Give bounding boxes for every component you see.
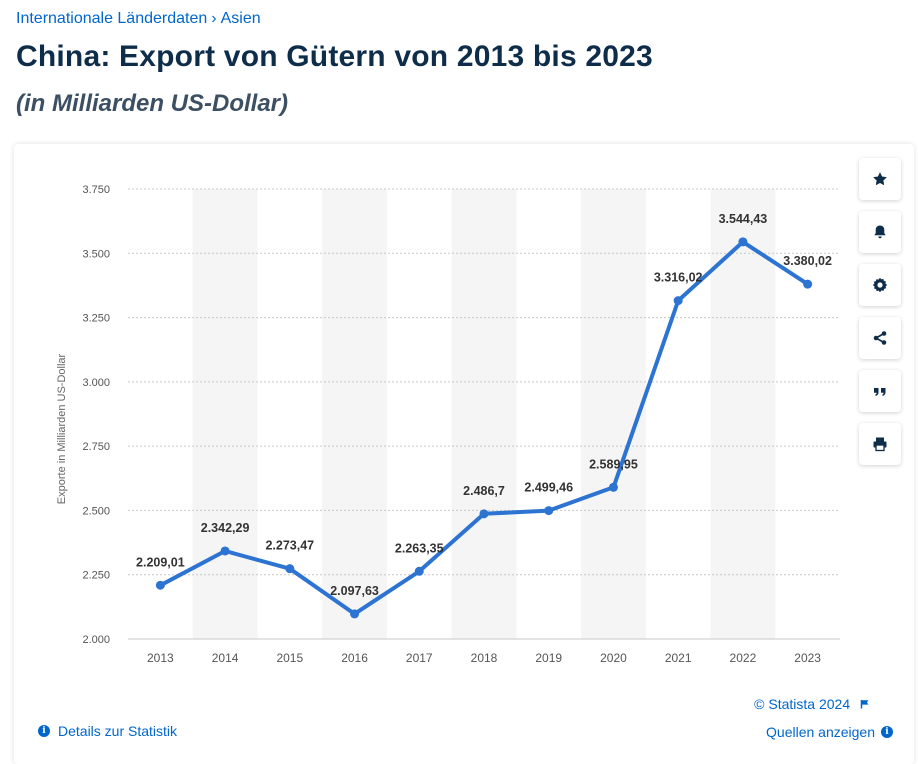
share-button[interactable]	[859, 317, 901, 359]
column-band	[581, 189, 646, 639]
data-label: 2.273,47	[265, 539, 314, 553]
x-tick-label: 2023	[794, 651, 821, 665]
y-tick-label: 3.000	[82, 377, 110, 389]
data-point[interactable]	[608, 482, 618, 492]
data-point[interactable]	[155, 580, 165, 590]
gear-icon	[872, 277, 888, 293]
x-tick-label: 2015	[276, 651, 303, 665]
bell-icon	[874, 225, 886, 239]
info-icon: i	[881, 726, 893, 738]
star-icon	[873, 172, 887, 186]
y-tick-label: 2.750	[82, 441, 110, 453]
details-link[interactable]: i Details zur Statistik	[38, 723, 177, 739]
print-button[interactable]	[859, 423, 901, 465]
copyright-text: © Statista 2024	[754, 696, 851, 712]
data-labels: 2.209,01 2.342,29 2.273,47 2.097,63 2.263,35…	[136, 212, 832, 598]
print-icon	[873, 437, 887, 452]
data-point[interactable]	[350, 609, 360, 619]
data-label: 3.380,02	[783, 254, 832, 268]
breadcrumb-link-countries[interactable]: Internationale Länderdaten	[16, 10, 208, 27]
copyright-link[interactable]: © Statista 2024	[754, 696, 870, 712]
page-title: China: Export von Gütern von 2013 bis 20…	[16, 40, 653, 73]
favorite-button[interactable]	[859, 158, 901, 200]
column-band	[451, 189, 517, 639]
x-tick-label: 2014	[212, 651, 239, 665]
x-tick-label: 2016	[341, 651, 368, 665]
data-point[interactable]	[738, 237, 748, 247]
notification-button[interactable]	[859, 211, 901, 253]
x-axis-ticks: 2013 2014 2015 2016 2017 2018 2019 2020 2021 2022…	[147, 651, 821, 665]
x-tick-label: 2019	[535, 651, 562, 665]
data-point[interactable]	[414, 566, 424, 576]
data-point[interactable]	[673, 296, 683, 306]
flag-icon	[860, 700, 869, 709]
details-label: Details zur Statistik	[58, 723, 178, 739]
data-point[interactable]	[220, 546, 230, 556]
data-label: 2.589,95	[589, 457, 638, 471]
data-label: 2.486,7	[463, 484, 505, 498]
settings-button[interactable]	[859, 264, 901, 306]
line-chart: 2.000 2.250 2.500 2.750 3.000 3.250 3.500 3.750…	[56, 184, 840, 665]
y-tick-label: 2.250	[82, 570, 110, 582]
breadcrumb-link-asia[interactable]: Asien	[220, 10, 261, 27]
data-point[interactable]	[479, 509, 489, 519]
x-tick-label: 2013	[147, 651, 174, 665]
y-axis-ticks: 2.000 2.250 2.500 2.750 3.000 3.250 3.500 3.750	[82, 184, 110, 646]
data-point[interactable]	[285, 564, 295, 574]
side-toolbar	[859, 158, 901, 476]
data-label: 2.097,63	[330, 584, 379, 598]
page-subtitle: (in Milliarden US-Dollar)	[16, 90, 289, 117]
x-tick-label: 2022	[730, 651, 757, 665]
data-label: 2.342,29	[201, 521, 250, 535]
data-label: 2.499,46	[524, 481, 573, 495]
y-tick-label: 3.750	[82, 184, 110, 196]
share-icon	[873, 331, 887, 345]
data-label: 3.316,02	[654, 271, 703, 285]
data-point[interactable]	[803, 279, 813, 289]
x-tick-label: 2017	[406, 651, 433, 665]
info-icon: i	[38, 725, 50, 737]
column-band	[192, 189, 258, 639]
chart-bands	[192, 189, 776, 639]
data-label: 2.209,01	[136, 555, 185, 569]
cite-button[interactable]	[859, 370, 901, 412]
chart-card: 2.000 2.250 2.500 2.750 3.000 3.250 3.500 3.750…	[14, 144, 914, 764]
x-tick-label: 2021	[665, 651, 692, 665]
sources-label: Quellen anzeigen	[766, 724, 875, 740]
data-label: 3.544,43	[719, 212, 768, 226]
chart-grid	[128, 188, 840, 640]
breadcrumb: Internationale Länderdaten › Asien	[16, 10, 261, 28]
x-tick-label: 2018	[471, 651, 498, 665]
y-tick-label: 2.500	[82, 505, 110, 517]
data-points	[155, 237, 813, 619]
y-tick-label: 3.250	[82, 313, 110, 325]
data-point[interactable]	[544, 506, 554, 516]
data-label: 2.263,35	[395, 541, 444, 555]
y-tick-label: 2.000	[82, 634, 110, 646]
breadcrumb-separator: ›	[211, 10, 217, 27]
y-axis-label: Exporte in Milliarden US-Dollar	[56, 353, 68, 504]
y-tick-label: 3.500	[82, 248, 110, 260]
sources-link[interactable]: Quellen anzeigen i	[766, 724, 893, 740]
x-tick-label: 2020	[600, 651, 627, 665]
column-band	[322, 189, 387, 639]
quote-icon	[874, 388, 886, 396]
